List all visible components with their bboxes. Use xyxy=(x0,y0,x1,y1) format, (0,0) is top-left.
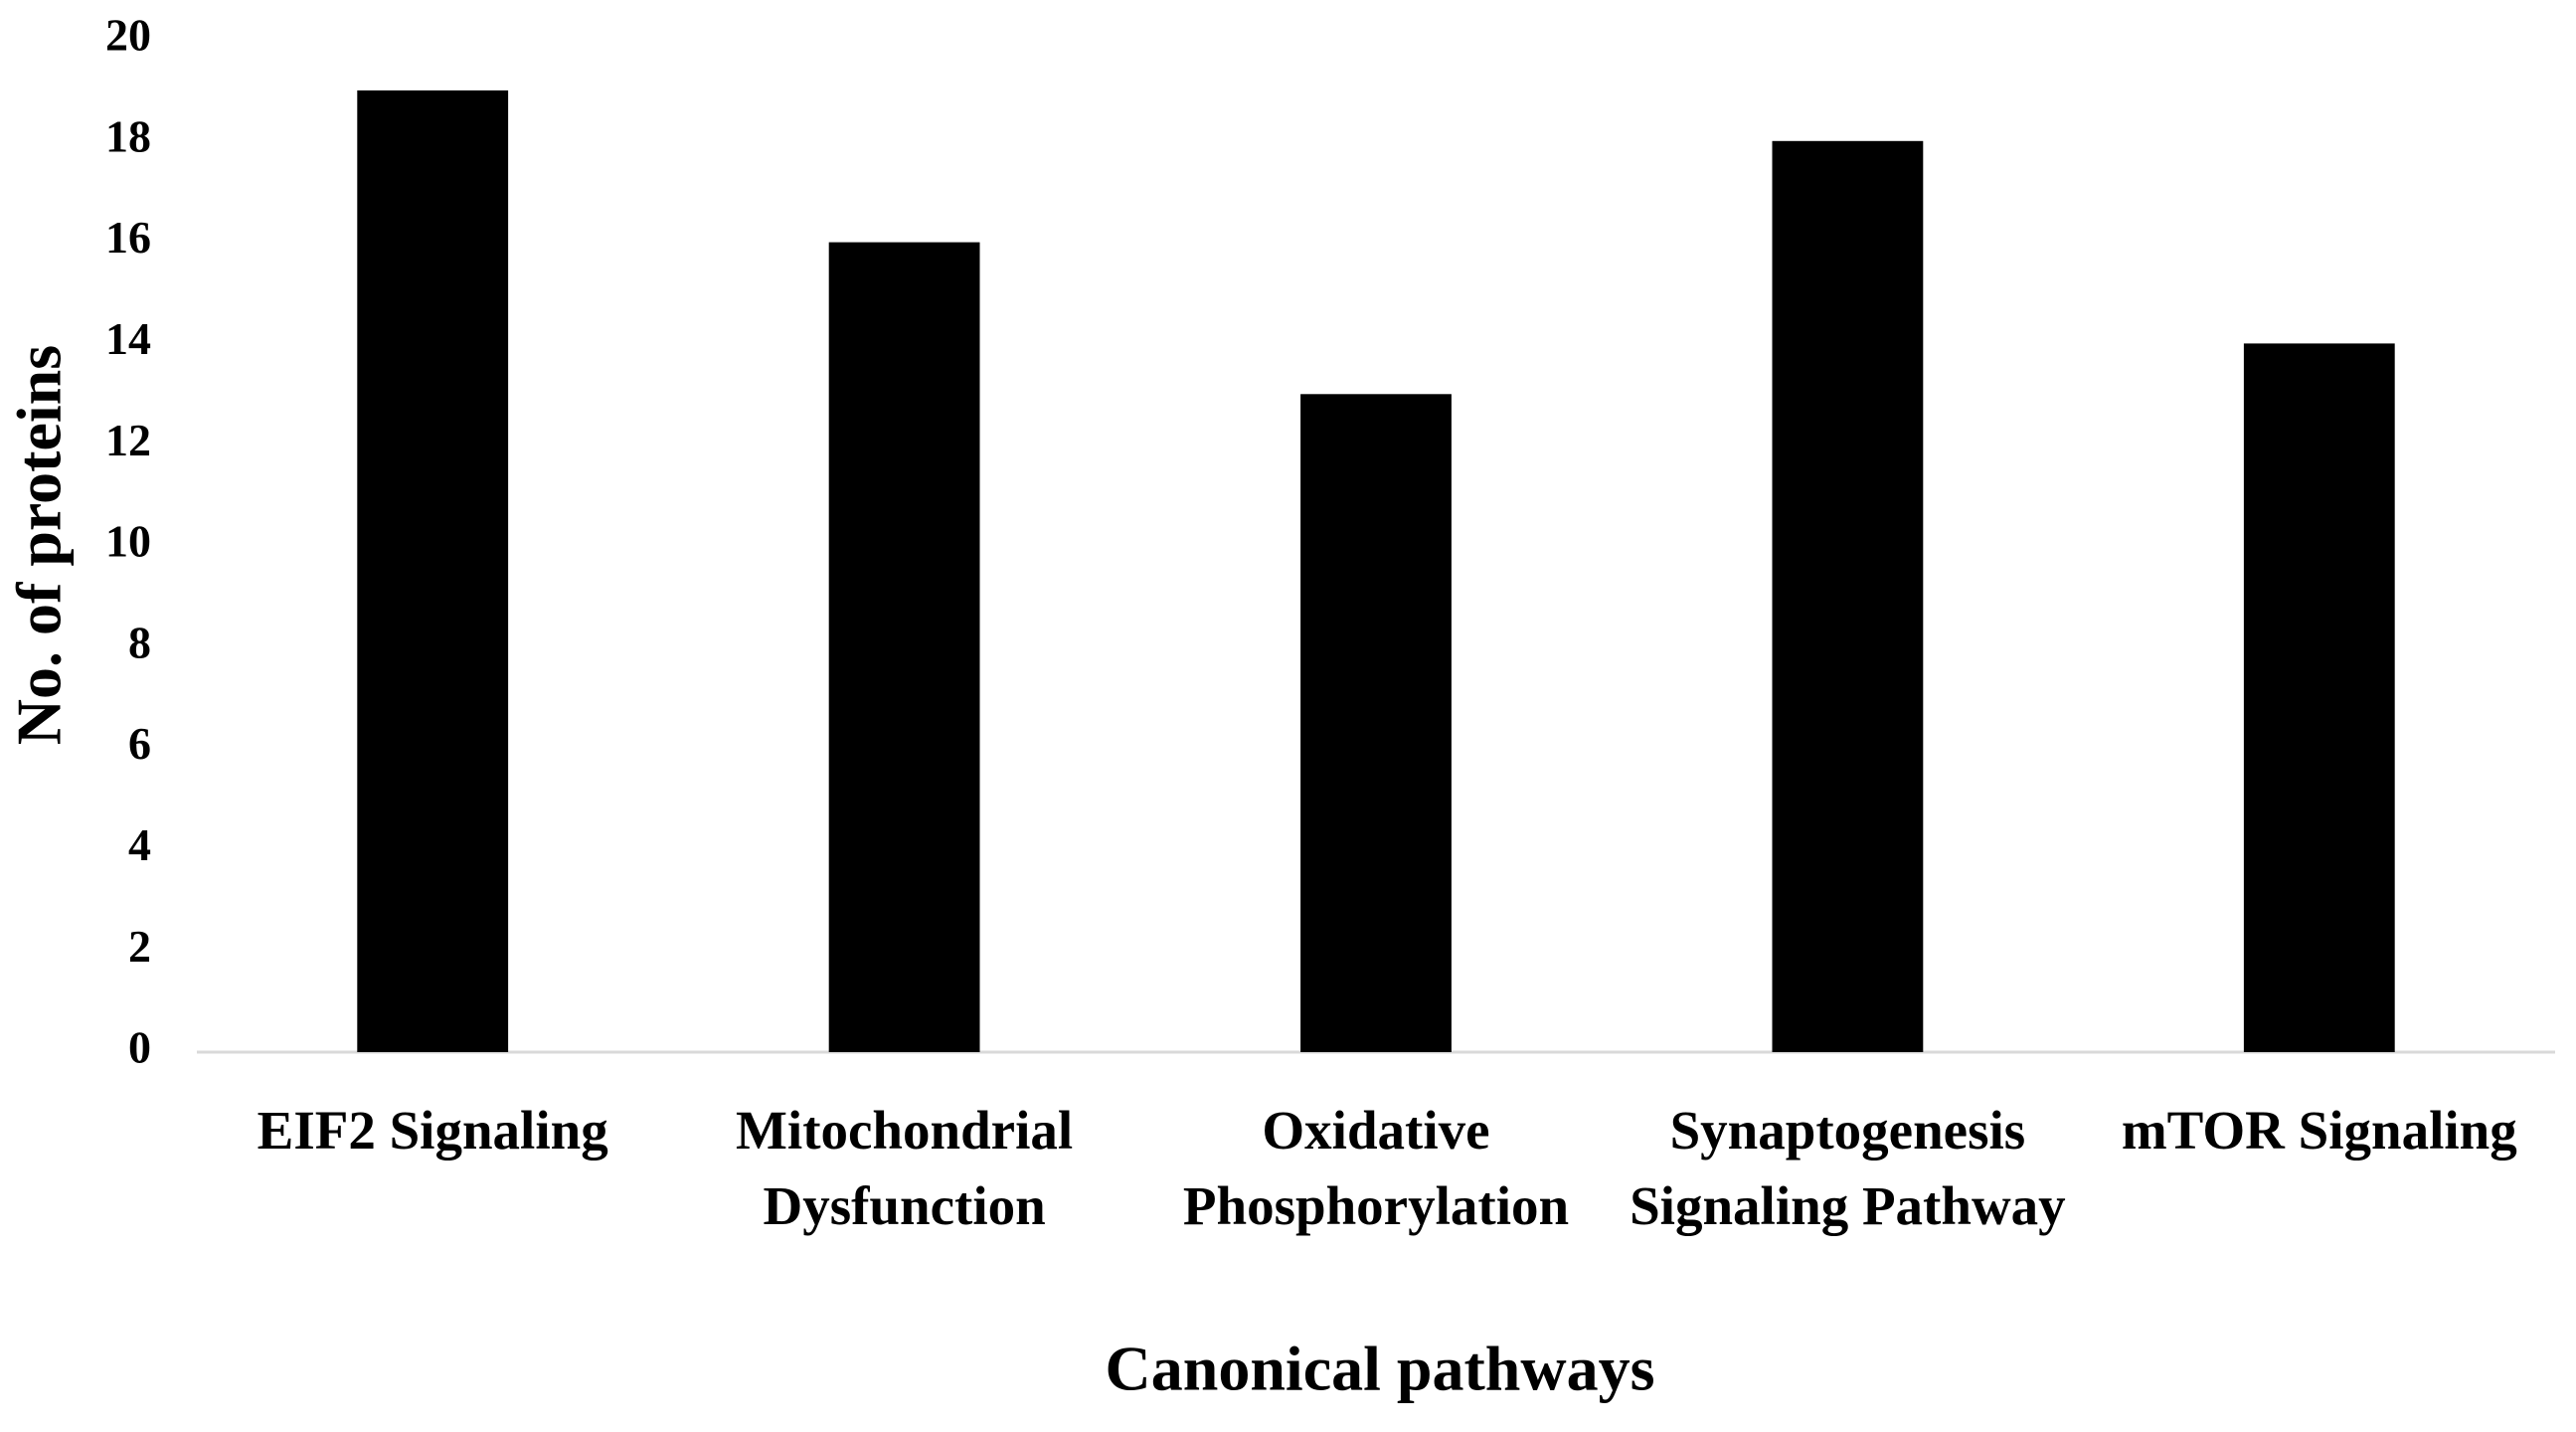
bar xyxy=(828,242,980,1053)
x-tick-label: EIF2 Signaling xyxy=(257,1100,608,1161)
y-tick-label: 12 xyxy=(105,415,151,465)
y-tick-label: 18 xyxy=(105,110,151,161)
y-tick-label: 8 xyxy=(128,617,151,667)
x-tick-label: mTOR Signaling xyxy=(2121,1100,2517,1161)
y-tick-label: 4 xyxy=(128,819,151,870)
bar xyxy=(1300,394,1452,1052)
y-tick-label: 0 xyxy=(128,1022,151,1073)
x-tick-label: Synaptogenesis Signaling Pathway xyxy=(1630,1100,2066,1236)
x-tick-label: Oxidative Phosphorylation xyxy=(1182,1100,1570,1236)
y-tick-label: 2 xyxy=(128,921,151,972)
y-tick-label: 20 xyxy=(105,10,151,61)
y-tick-label: 6 xyxy=(128,718,151,769)
x-tick-label: Mitochondrial Dysfunction xyxy=(736,1100,1074,1236)
x-axis-title: Canonical pathways xyxy=(1106,1334,1655,1404)
y-tick-label: 14 xyxy=(105,313,151,364)
y-tick-label: 10 xyxy=(105,516,151,567)
y-axis-title: No. of proteins xyxy=(4,345,75,745)
y-tick-label: 16 xyxy=(105,212,151,263)
bar xyxy=(2243,343,2395,1052)
bar xyxy=(1772,140,1924,1053)
bar xyxy=(357,90,509,1052)
